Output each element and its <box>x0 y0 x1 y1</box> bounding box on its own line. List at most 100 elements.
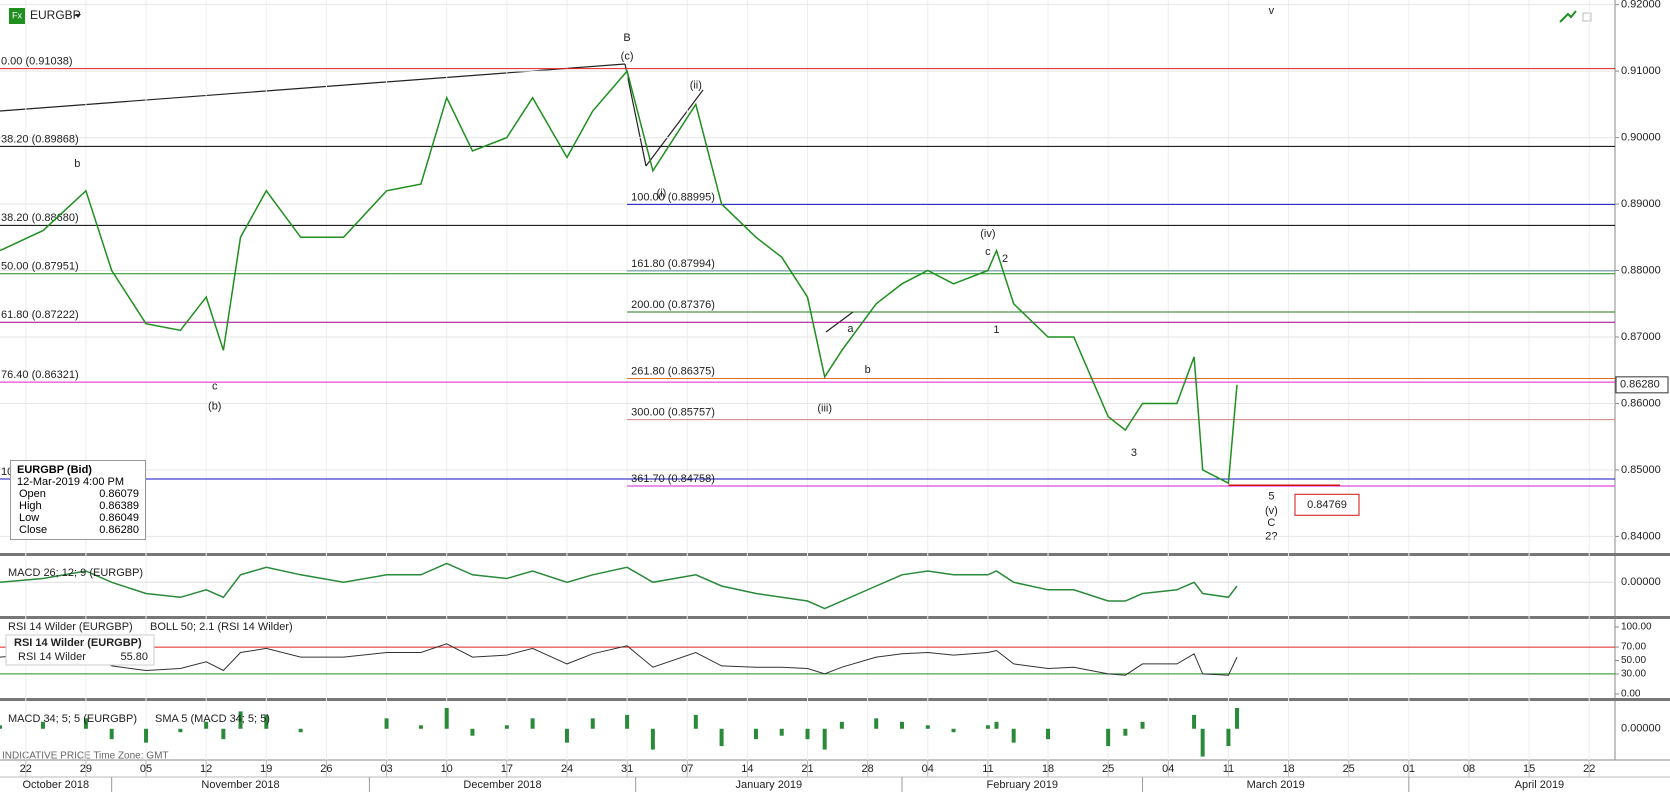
histogram-bar <box>779 728 784 736</box>
wave-label: (iii) <box>817 403 832 415</box>
info-date: 12-Mar-2019 4:00 PM <box>17 476 124 488</box>
fib-label: 100.00 (0.88995) <box>631 191 715 203</box>
histogram-bar <box>951 728 956 733</box>
histogram-bar <box>238 711 243 729</box>
histogram-bar <box>994 721 999 729</box>
fib-label: 76.40 (0.86321) <box>1 369 79 381</box>
fib-label: 300.00 (0.85757) <box>631 407 715 419</box>
x-tick-label: 05 <box>140 763 152 775</box>
trendline <box>645 89 704 167</box>
histogram-bar <box>693 714 698 729</box>
month-label: November 2018 <box>201 779 279 791</box>
info-row: Low 0.86049 <box>17 512 139 524</box>
y-tick-label: 0.90000 <box>1621 131 1661 143</box>
panel-button[interactable] <box>1582 12 1592 22</box>
x-tick-label: 29 <box>80 763 92 775</box>
x-tick-label: 03 <box>380 763 392 775</box>
y-tick-label: 0.00000 <box>1621 576 1661 588</box>
histogram-bar <box>530 718 535 729</box>
wave-label: 3 <box>1131 447 1137 459</box>
symbol-name[interactable]: EURGBP <box>30 8 81 22</box>
panel-title: MACD 26; 12; 9 (EURGBP) <box>8 567 143 579</box>
dropdown-arrow[interactable] <box>75 14 81 18</box>
histogram-bar <box>40 721 45 729</box>
x-tick-label: 25 <box>1102 763 1114 775</box>
fib-label: 361.70 (0.84758) <box>631 473 715 485</box>
y-tick-label: 0.00 <box>1621 689 1641 700</box>
histogram-bar <box>1046 728 1051 740</box>
info-label: Open <box>19 488 46 500</box>
info-row: Close 0.86280 <box>17 524 139 536</box>
histogram-bar <box>874 718 879 729</box>
month-label: March 2019 <box>1247 779 1305 791</box>
month-label: February 2019 <box>986 779 1058 791</box>
info-label: High <box>19 500 42 512</box>
x-tick-label: 17 <box>501 763 513 775</box>
histogram-bar <box>109 728 114 740</box>
x-tick-label: 08 <box>1463 763 1475 775</box>
y-tick-label: 70.00 <box>1621 642 1646 653</box>
histogram-bar <box>470 728 475 736</box>
footer-text: INDICATIVE PRICE Time Zone: GMT <box>2 751 169 762</box>
histogram-bar <box>1106 728 1111 747</box>
trend-icon[interactable] <box>1559 10 1577 23</box>
fib-label: 61.80 (0.87222) <box>1 309 79 321</box>
histogram-bar <box>839 721 844 729</box>
info-value: 0.86079 <box>99 488 139 500</box>
last-price-box <box>1615 376 1669 394</box>
y-tick-label: 0.89000 <box>1621 198 1661 210</box>
y-tick-label: 0.00000 <box>1621 723 1661 735</box>
month-label: April 2019 <box>1515 779 1565 791</box>
wave-label: a <box>847 323 854 335</box>
info-label: Close <box>19 524 48 536</box>
histogram-bar <box>1011 728 1016 743</box>
histogram-bar <box>590 718 595 729</box>
symbol-icon[interactable] <box>9 8 25 24</box>
histogram-bar <box>221 728 226 740</box>
target-label: 0.84769 <box>1307 499 1347 511</box>
histogram-bar <box>83 718 88 729</box>
info-value: 0.86280 <box>99 524 139 536</box>
month-label: January 2019 <box>736 779 803 791</box>
wave-label: c <box>212 381 218 393</box>
histogram-bar <box>1235 707 1240 729</box>
fib-label: 161.80 (0.87994) <box>631 258 715 270</box>
x-tick-label: 19 <box>260 763 272 775</box>
x-tick-label: 11 <box>982 763 993 775</box>
histogram-bar <box>444 707 449 729</box>
histogram-bar <box>1140 721 1145 729</box>
info-row: Open 0.86079 <box>17 488 139 500</box>
info-box: EURGBP (Bid) 12-Mar-2019 4:00 PM Open 0.8… <box>10 460 146 540</box>
histogram-bar <box>985 725 990 729</box>
macd-line <box>0 562 1238 610</box>
x-tick-label: 11 <box>1223 763 1234 775</box>
wave-label: v <box>1269 5 1275 17</box>
info-value: 0.86389 <box>99 500 139 512</box>
info-value: 0.86049 <box>99 512 139 524</box>
rsi-line <box>0 643 1238 676</box>
panel-divider <box>0 698 1670 701</box>
y-tick-label: 0.88000 <box>1621 264 1661 276</box>
histogram-bar <box>204 721 209 729</box>
price-line <box>0 69 1238 485</box>
wave-label: (i) <box>657 187 667 199</box>
wave-label: C <box>1267 517 1275 529</box>
histogram-bar <box>298 728 303 733</box>
x-tick-label: 14 <box>741 763 753 775</box>
trendline <box>0 63 626 112</box>
histogram-bar <box>719 728 724 747</box>
wave-label: 2 <box>1002 253 1008 265</box>
histogram-bar <box>899 721 904 729</box>
wave-label: (c) <box>621 50 634 62</box>
x-tick-label: 07 <box>681 763 693 775</box>
wave-label: (iv) <box>980 228 995 240</box>
histogram-bar <box>925 725 930 729</box>
histogram-bar <box>384 718 389 729</box>
x-tick-label: 22 <box>1583 763 1595 775</box>
histogram-bar <box>564 728 569 743</box>
rsi-legend-box <box>5 634 155 666</box>
histogram-bar <box>822 728 827 750</box>
histogram-bar <box>805 728 810 740</box>
histogram-bar <box>1123 728 1128 736</box>
